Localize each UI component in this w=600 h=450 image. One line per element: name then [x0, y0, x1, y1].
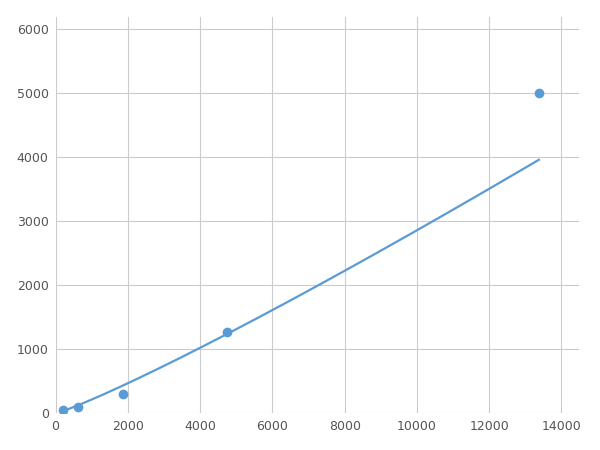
Point	[73, 403, 83, 410]
Point	[223, 328, 232, 335]
Point	[534, 90, 544, 97]
Point	[58, 407, 68, 414]
Point	[119, 390, 128, 397]
